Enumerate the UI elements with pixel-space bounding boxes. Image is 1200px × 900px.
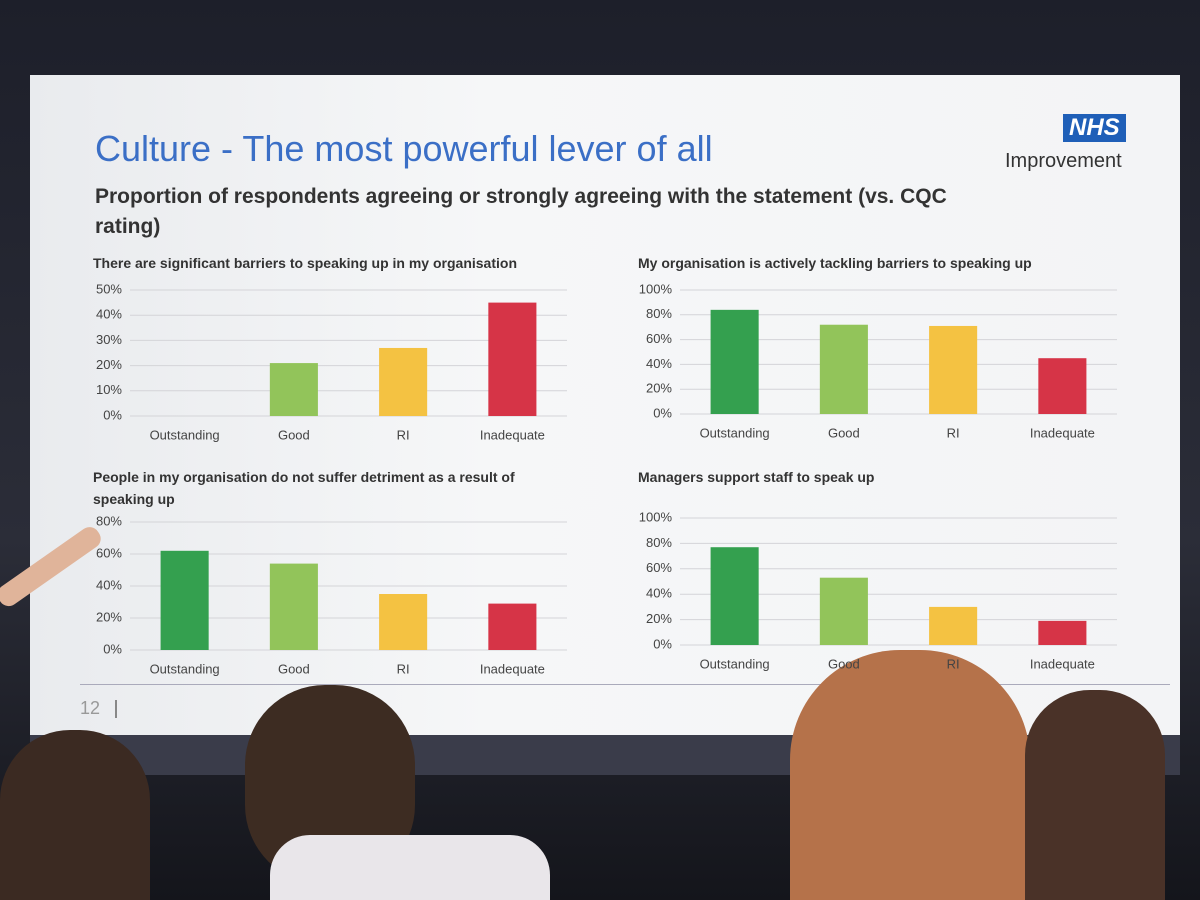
bar: [488, 603, 537, 650]
x-tick-label: Inadequate: [480, 661, 545, 676]
chart: 0% 20% 40% 60% 80% Outstanding Good RI Inadequat…: [96, 513, 567, 676]
audience-head: [790, 650, 1030, 900]
y-tick-label: 20%: [96, 357, 122, 372]
y-tick-label: 0%: [653, 636, 672, 651]
bar: [710, 309, 759, 414]
audience-shirt: [270, 835, 550, 900]
x-tick-label: Outstanding: [150, 661, 220, 676]
x-tick-label: Inadequate: [1030, 656, 1095, 671]
chart-title: People in my organisation do not suffer …: [93, 469, 515, 507]
bar: [819, 324, 868, 414]
y-tick-label: 0%: [103, 407, 122, 422]
slide-title: Culture - The most powerful lever of all: [95, 128, 713, 169]
bar: [488, 302, 537, 416]
y-tick-label: 40%: [646, 586, 672, 601]
y-tick-label: 100%: [639, 509, 673, 524]
x-tick-label: Outstanding: [700, 425, 770, 440]
bar: [929, 606, 978, 645]
y-tick-label: 80%: [646, 535, 672, 550]
bar: [379, 347, 428, 416]
y-tick-label: 80%: [96, 513, 122, 528]
y-tick-label: 50%: [96, 281, 122, 296]
y-tick-label: 20%: [96, 609, 122, 624]
y-tick-label: 40%: [646, 356, 672, 371]
x-tick-label: RI: [397, 661, 410, 676]
y-tick-label: 10%: [96, 382, 122, 397]
slide: [30, 75, 1180, 735]
bar: [929, 325, 978, 414]
y-tick-label: 0%: [653, 405, 672, 420]
logo-mark: NHS: [1063, 114, 1126, 142]
y-tick-label: 60%: [646, 331, 672, 346]
x-tick-label: Outstanding: [700, 656, 770, 671]
y-tick-label: 20%: [646, 611, 672, 626]
slide-subtitle: Proportion of respondents agreeing or st…: [95, 185, 947, 238]
bar: [379, 594, 428, 650]
divider: [115, 700, 117, 718]
chart: 0% 20% 40% 60% 80% 100% Outstanding Good RI Inade…: [639, 509, 1117, 671]
x-tick-label: Inadequate: [480, 427, 545, 442]
x-tick-label: RI: [947, 656, 960, 671]
audience-head: [0, 730, 150, 900]
chart-title: Managers support staff to speak up: [638, 469, 875, 485]
y-tick-label: 60%: [646, 560, 672, 575]
footer-rule: [80, 684, 1170, 685]
y-tick-label: 100%: [639, 281, 673, 296]
x-tick-label: Good: [278, 427, 310, 442]
y-tick-label: 40%: [96, 577, 122, 592]
x-tick-label: Good: [278, 661, 310, 676]
y-tick-label: 40%: [96, 307, 122, 322]
audience-head: [1025, 690, 1165, 900]
y-tick-label: 20%: [646, 381, 672, 396]
y-tick-label: 0%: [103, 641, 122, 656]
bar: [160, 550, 209, 650]
chart: 0% 20% 40% 60% 80% 100% Outstanding Good RI Inade…: [639, 281, 1117, 440]
bar: [269, 363, 318, 416]
bar: [1038, 358, 1087, 414]
bar: [269, 563, 318, 650]
page-number: 12: [80, 698, 101, 718]
x-tick-label: Good: [828, 656, 860, 671]
chart: 0% 10% 20% 30% 40% 50% Outstanding Good RI Inadeq…: [96, 281, 567, 442]
x-tick-label: RI: [947, 425, 960, 440]
x-tick-label: Good: [828, 425, 860, 440]
y-tick-label: 30%: [96, 332, 122, 347]
chart-title: There are significant barriers to speaki…: [93, 255, 517, 271]
x-tick-label: Inadequate: [1030, 425, 1095, 440]
y-tick-label: 60%: [96, 545, 122, 560]
bar: [710, 547, 759, 645]
x-tick-label: RI: [397, 427, 410, 442]
bar: [819, 577, 868, 645]
chart-title: My organisation is actively tackling bar…: [638, 255, 1032, 271]
logo-name: Improvement: [1005, 150, 1122, 172]
y-tick-label: 80%: [646, 306, 672, 321]
x-tick-label: Outstanding: [150, 427, 220, 442]
bar: [1038, 620, 1087, 645]
